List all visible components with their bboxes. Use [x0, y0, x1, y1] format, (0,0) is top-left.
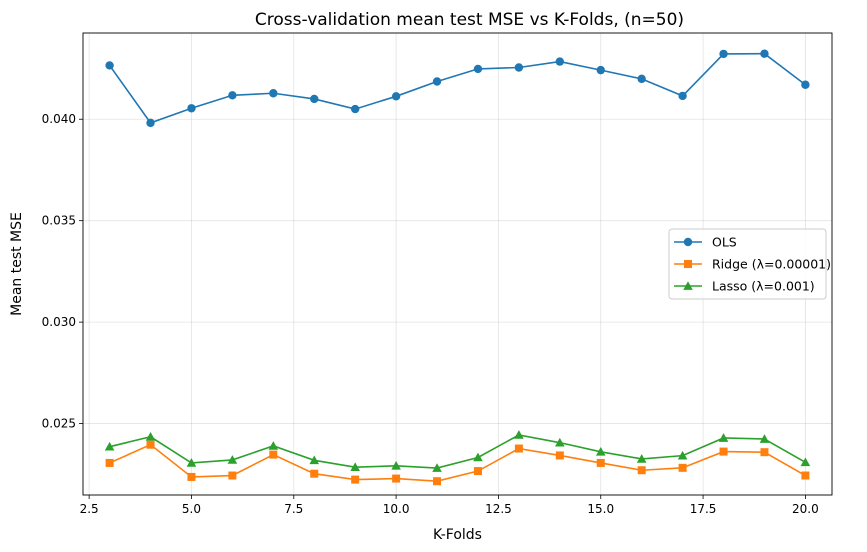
series-lasso-0-001 — [104, 430, 811, 472]
data-point — [186, 458, 197, 467]
grid — [83, 33, 832, 495]
data-point — [432, 463, 442, 472]
data-point — [718, 433, 729, 442]
data-point — [719, 49, 728, 59]
series-ridge-0-00001 — [105, 440, 810, 486]
data-point — [227, 455, 238, 464]
legend-label: Lasso (λ=0.001) — [712, 279, 815, 294]
data-point — [637, 466, 646, 475]
data-point — [514, 444, 523, 453]
series-line — [109, 443, 806, 483]
series-line — [108, 52, 806, 124]
data-point — [350, 462, 360, 472]
series-ols — [105, 49, 810, 128]
y-tick-label: 0.030 — [42, 315, 76, 329]
series-group — [104, 49, 811, 486]
x-tick-label: 5.0 — [182, 502, 201, 516]
data-point — [228, 471, 237, 480]
data-point — [800, 457, 811, 467]
data-point — [146, 118, 155, 128]
data-point — [350, 104, 360, 114]
data-point — [187, 472, 196, 481]
data-point — [391, 92, 401, 101]
data-point — [473, 64, 483, 74]
data-point — [719, 447, 728, 456]
data-point — [514, 63, 524, 72]
x-tick-label: 12.5 — [485, 502, 512, 516]
data-point — [228, 91, 237, 100]
x-tick-label: 15.0 — [587, 502, 614, 516]
data-point — [760, 448, 769, 457]
data-point — [145, 431, 156, 441]
legend-marker — [684, 260, 692, 268]
legend: OLS Ridge (λ=0.00001) Lasso (λ=0.001) — [668, 228, 831, 300]
x-axis-label: K-Folds — [433, 527, 482, 543]
x-tick-label: 2.5 — [80, 502, 99, 516]
data-point — [433, 477, 442, 486]
plot-area — [82, 32, 833, 496]
data-point — [678, 463, 687, 472]
data-point — [596, 65, 605, 75]
x-tick-label: 20.0 — [792, 502, 819, 516]
data-point — [595, 446, 606, 456]
data-point — [310, 469, 319, 478]
data-point — [637, 74, 646, 84]
data-point — [473, 452, 483, 462]
axis-ticks: 2.5 5.0 7.5 10.0 12.5 15.0 17.5 20.0 0.025 0.030 0… — [42, 112, 819, 516]
series-line — [109, 434, 806, 469]
data-point — [391, 460, 401, 470]
data-point — [392, 474, 401, 483]
data-point — [677, 450, 688, 460]
data-point — [514, 430, 524, 439]
data-point — [269, 450, 278, 459]
y-axis-label: Mean test MSE — [9, 212, 25, 316]
data-point — [104, 441, 115, 451]
data-point — [473, 467, 482, 476]
legend-box — [668, 228, 827, 300]
legend-marker — [683, 237, 693, 247]
legend-label: Ridge (λ=0.00001) — [712, 257, 831, 272]
data-point — [759, 434, 770, 443]
data-point — [269, 89, 278, 98]
data-point — [309, 455, 320, 465]
x-tick-label: 10.0 — [383, 502, 410, 516]
data-point — [801, 471, 810, 480]
data-point — [678, 91, 687, 101]
chart-title: Cross-validation mean test MSE vs K-Fold… — [255, 10, 684, 30]
data-point — [555, 57, 565, 66]
data-point — [636, 454, 647, 463]
legend-marker — [683, 281, 693, 290]
data-point — [105, 61, 114, 70]
data-point — [555, 451, 564, 460]
data-point — [432, 77, 442, 86]
y-tick-label: 0.040 — [42, 112, 76, 126]
data-point — [555, 437, 565, 447]
data-point — [760, 49, 769, 58]
data-point — [105, 458, 114, 467]
data-point — [596, 458, 605, 467]
data-point — [310, 94, 319, 104]
data-point — [146, 440, 155, 449]
y-tick-label: 0.025 — [42, 417, 76, 431]
data-point — [351, 475, 360, 484]
x-tick-label: 7.5 — [284, 502, 303, 516]
legend-label: OLS — [712, 235, 737, 250]
data-point — [801, 80, 810, 89]
x-tick-label: 17.5 — [690, 502, 717, 516]
data-point — [187, 104, 196, 113]
y-tick-label: 0.035 — [42, 214, 76, 228]
data-point — [268, 441, 279, 450]
